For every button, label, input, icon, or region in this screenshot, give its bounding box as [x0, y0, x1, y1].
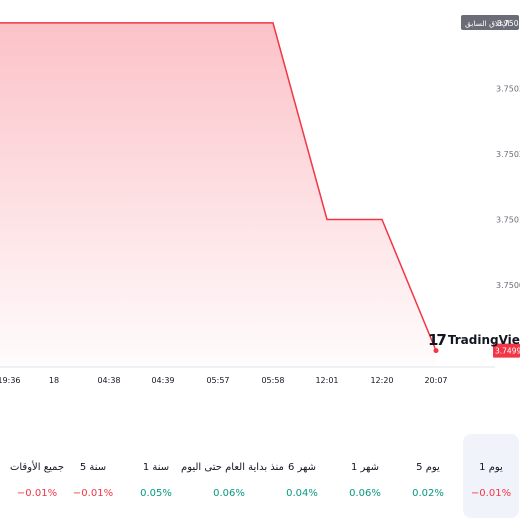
price-area-fill [0, 22, 436, 368]
period-change-value: 0.06% [213, 488, 245, 499]
last-value-badge [493, 343, 520, 358]
price-chart[interactable]: 3.750000 3.750100 3.750200 3.750300 19:36 18… [0, 0, 520, 400]
period-label: جميع الأوقات [9, 462, 65, 473]
y-tick-label: 3.750300 [496, 84, 520, 93]
x-tick-label: 04:38 [97, 376, 120, 385]
period-tab[interactable]: 5 سنة ‎−0.01% [45, 434, 141, 518]
x-tick-label: 18 [49, 376, 59, 385]
tradingview-mark: 17 [428, 331, 447, 349]
period-change-value: 0.05% [140, 488, 172, 499]
period-label: 1 يوم [479, 462, 503, 473]
period-label: 5 سنة [79, 462, 107, 473]
x-tick-label: 04:39 [151, 376, 174, 385]
period-tab[interactable]: 5 يوم 0.02% [380, 434, 476, 518]
y-tick-label: 3.750100 [496, 216, 520, 225]
period-change-value: ‎−0.01% [470, 488, 512, 499]
tradingview-wordmark: TradingView [447, 333, 520, 347]
x-tick-label: 05:57 [206, 376, 229, 385]
period-change-value: 0.02% [412, 488, 444, 499]
period-selector: 1 يوم ‎−0.01% 5 يوم 0.02% 1 شهر 0.06% 6 شهر 0.0… [0, 432, 520, 520]
period-label: 5 يوم [416, 462, 440, 473]
tradingview-logo: 17 TradingView [428, 331, 520, 349]
last-value-label: 3.749900 [495, 347, 520, 356]
period-tab[interactable]: 6 شهر 0.04% [254, 434, 350, 518]
x-tick-label: 19:36 [0, 376, 21, 385]
last-price-dot [433, 348, 439, 354]
x-tick-label: 12:20 [370, 376, 393, 385]
period-label: 1 شهر [350, 462, 380, 473]
period-tab[interactable]: منذ بداية العام حتى اليوم 0.06% [181, 434, 284, 518]
period-tab[interactable]: 1 شهر 0.06% [317, 434, 413, 518]
x-tick-label: 12:01 [315, 376, 338, 385]
period-change-value: ‎−0.01% [72, 488, 114, 499]
prev-close-label: الإغلاق السابق [465, 19, 510, 28]
period-tab[interactable]: 1 سنة 0.05% [108, 434, 204, 518]
period-tab[interactable]: 1 يوم ‎−0.01% [463, 434, 519, 518]
period-change-value: 0.06% [349, 488, 381, 499]
y-tick-label: 3.750200 [496, 150, 520, 159]
y-tick-label: 3.750000 [496, 281, 520, 290]
period-label: 6 شهر [287, 462, 317, 473]
period-change-value: 0.04% [286, 488, 318, 499]
period-tab[interactable]: جميع الأوقات ‎−0.01% [0, 434, 85, 518]
x-tick-label: 05:58 [261, 376, 284, 385]
prev-close-badge [461, 14, 519, 30]
x-tick-label: 20:07 [424, 376, 447, 385]
period-change-value: ‎−0.01% [16, 488, 58, 499]
period-label: 1 سنة [142, 462, 170, 473]
period-label: منذ بداية العام حتى اليوم [181, 462, 284, 473]
prev-close-value: 3.750400 [497, 19, 520, 28]
